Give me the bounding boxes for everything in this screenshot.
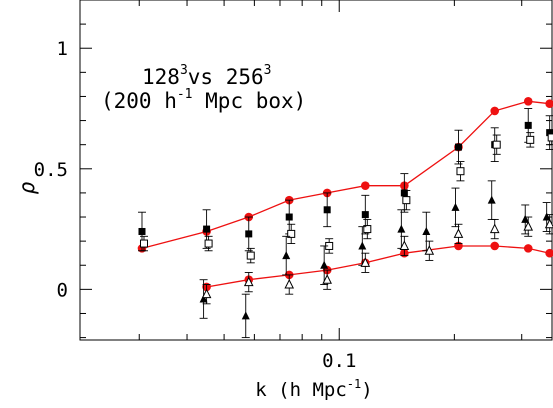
data-point	[363, 225, 372, 234]
data-point	[139, 239, 148, 248]
data-point	[546, 129, 553, 137]
data-point	[521, 214, 530, 223]
annotation-line-1-superscript-1: 3	[180, 63, 188, 78]
data-point	[282, 251, 291, 260]
data-point	[456, 167, 465, 176]
series-open-triangle	[201, 214, 553, 305]
series-open-square	[139, 129, 553, 264]
data-point	[523, 96, 533, 106]
y-tick-label: 0.5	[34, 159, 68, 181]
plot-area-border	[79, 0, 553, 341]
data-point	[545, 248, 553, 258]
y-tick-label: 1	[57, 38, 68, 60]
data-point	[397, 224, 406, 233]
data-point	[544, 218, 553, 229]
series-filled-triangle	[199, 180, 551, 339]
data-point	[424, 245, 435, 255]
data-point	[547, 133, 553, 142]
annotation-line-2-start: (200 h	[101, 89, 177, 113]
data-point	[451, 202, 460, 211]
x-axis-label-end: )	[361, 379, 372, 401]
data-point	[243, 276, 254, 287]
data-point	[287, 229, 296, 238]
data-series	[137, 96, 553, 339]
data-point	[524, 121, 532, 129]
y-tick-label: 0	[57, 279, 68, 301]
data-point	[246, 251, 255, 260]
data-point	[490, 106, 500, 116]
x-tick-label: 0.1	[322, 350, 356, 372]
data-point	[361, 181, 370, 190]
data-point	[204, 239, 213, 248]
data-point	[487, 195, 496, 204]
data-point	[523, 244, 533, 253]
data-point	[322, 274, 332, 284]
data-point	[422, 226, 431, 235]
series-line	[206, 245, 550, 288]
data-point	[245, 230, 253, 238]
x-axis-label-main: k (h Mpc	[255, 379, 347, 401]
annotation-line-1-base: 128	[142, 65, 180, 89]
data-point	[241, 311, 250, 320]
x-axis-label-superscript: -1	[347, 377, 361, 391]
data-point	[201, 288, 212, 299]
axis-ticks: 0 0.5 1 0.1	[34, 0, 552, 372]
x-axis-label: k (h Mpc-1)	[255, 377, 372, 401]
data-point	[542, 212, 551, 221]
data-point	[523, 221, 534, 231]
series-filled-square	[137, 108, 553, 252]
y-axis-label: ρ	[15, 181, 39, 194]
annotation-line-1-middle: vs 256	[188, 65, 264, 89]
annotation-line-1: 1283vs 2563	[142, 63, 271, 89]
data-point	[454, 143, 462, 151]
data-point	[400, 189, 408, 197]
data-point	[203, 225, 211, 233]
data-point	[492, 140, 501, 149]
annotation-line-2: (200 h-1 Mpc box)	[101, 87, 306, 113]
data-point	[358, 241, 367, 250]
series-red-circle-line	[202, 241, 553, 292]
data-point	[284, 278, 295, 289]
data-point	[490, 241, 500, 251]
data-point	[453, 228, 464, 238]
data-point	[360, 257, 371, 267]
data-point	[526, 135, 535, 144]
data-point	[399, 240, 410, 250]
data-point	[199, 294, 208, 303]
data-point	[138, 227, 146, 235]
data-point	[545, 99, 553, 108]
annotation-line-2-end: Mpc box)	[193, 89, 307, 113]
data-point	[361, 211, 369, 219]
data-point	[285, 213, 293, 221]
data-point	[323, 206, 331, 214]
series-red-circle-line	[137, 96, 553, 253]
annotation-line-2-superscript: -1	[177, 87, 193, 102]
plot-frame	[79, 0, 553, 341]
data-point	[402, 196, 411, 205]
data-point	[489, 223, 500, 234]
annotation-line-1-superscript-2: 3	[264, 63, 272, 78]
data-point	[320, 260, 329, 269]
